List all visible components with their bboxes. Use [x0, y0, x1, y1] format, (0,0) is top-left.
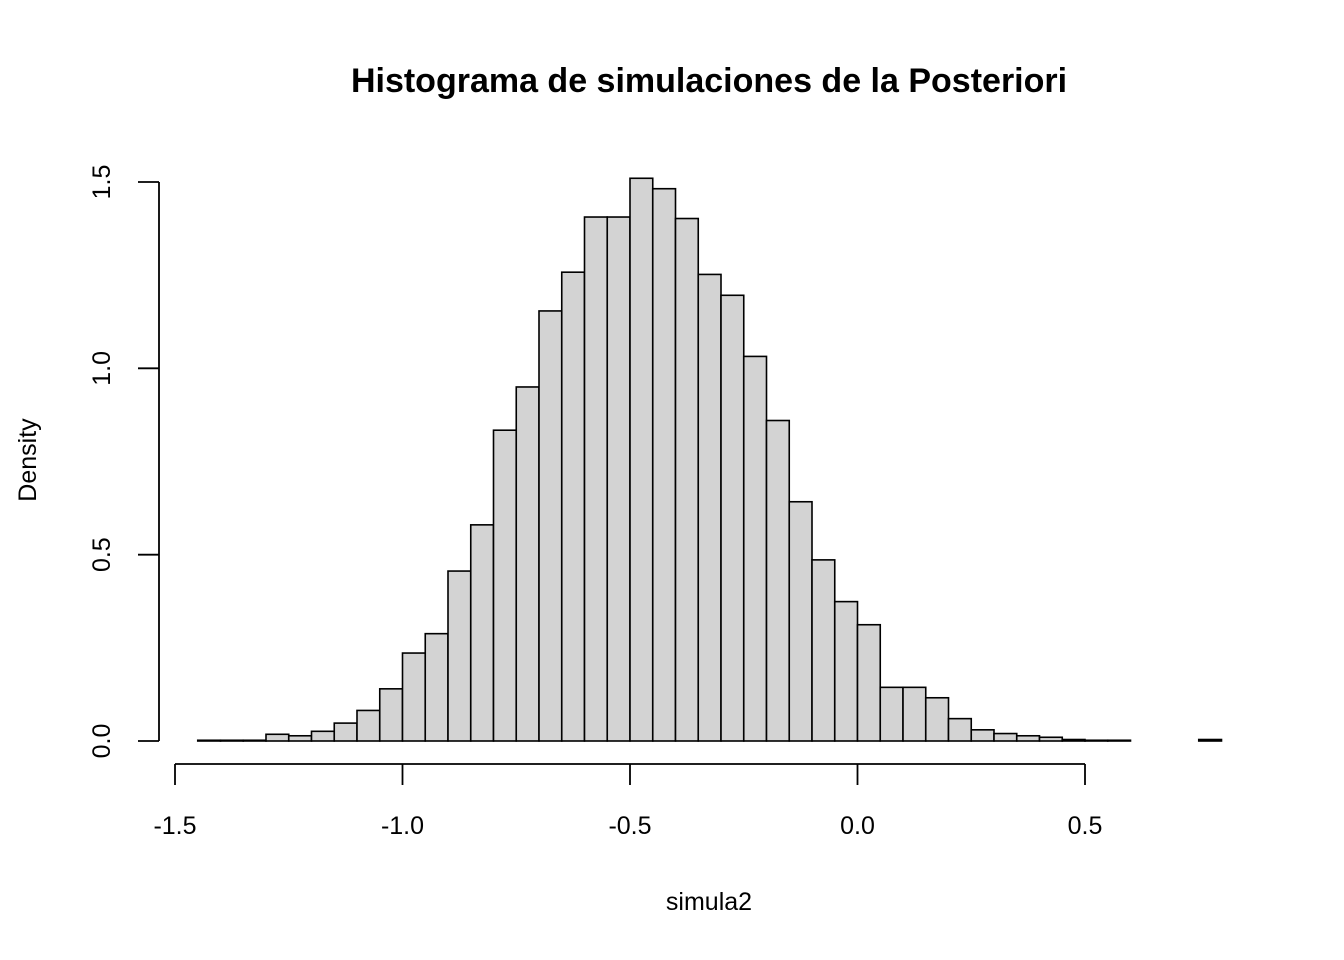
histogram-bar: [674, 217, 700, 742]
histogram-bar: [970, 729, 995, 742]
histogram-bar: [1061, 738, 1086, 742]
histogram-bar: [1197, 738, 1223, 742]
histogram-bar: [856, 623, 882, 742]
histogram-bar: [219, 739, 245, 742]
histogram-bar: [333, 722, 358, 742]
chart-title: Histograma de simulaciones de la Posteri…: [351, 62, 1067, 100]
y-tick-label: 0.5: [88, 537, 116, 572]
histogram-bar: [697, 273, 722, 742]
histogram-bar: [947, 717, 973, 742]
x-tick-label: -1.5: [153, 812, 196, 840]
histogram-bar: [560, 271, 586, 742]
histogram-bar: [1015, 734, 1041, 742]
histogram-bar: [356, 709, 381, 742]
histogram-bar: [742, 355, 768, 742]
x-axis: -1.5 -1.0 -0.5 0.0 0.5: [153, 763, 1103, 840]
histogram-bar: [765, 419, 791, 742]
histogram-bar: [378, 688, 404, 742]
y-axis: 0.0 0.5 1.0 1.5: [88, 165, 160, 759]
histogram-bar: [651, 187, 677, 742]
y-tick-label: 1.0: [88, 351, 116, 386]
histogram-bar: [401, 652, 427, 742]
histogram-bar: [879, 686, 904, 742]
histogram-bar: [720, 294, 745, 742]
histogram-bar: [902, 686, 927, 742]
x-axis-label: simula2: [666, 888, 752, 916]
histogram-bar: [629, 177, 654, 742]
histogram-bar: [833, 600, 859, 742]
histogram-bar: [811, 559, 836, 742]
histogram-bar: [924, 696, 950, 742]
histogram-bar: [788, 500, 813, 742]
histogram-bar: [447, 570, 472, 742]
histogram-bar: [1106, 739, 1132, 742]
x-tick-label: 0.5: [1068, 812, 1103, 840]
y-tick-label: 1.5: [88, 165, 116, 200]
y-tick-label: 0.0: [88, 724, 116, 759]
x-tick-label: -1.0: [381, 812, 424, 840]
histogram-bar: [196, 739, 222, 742]
histogram-bar: [606, 216, 631, 742]
histogram-bar: [515, 386, 540, 742]
histogram-bar: [242, 739, 267, 742]
histogram-bar: [424, 632, 449, 742]
histogram-bar: [1084, 739, 1109, 742]
histogram-bar: [993, 732, 1018, 742]
x-tick-label: 0.0: [840, 812, 875, 840]
histogram-bar: [265, 733, 290, 742]
histogram-bar: [492, 429, 518, 742]
x-tick-label: -0.5: [608, 812, 651, 840]
histogram-bar: [583, 216, 609, 742]
histogram-bar: [310, 730, 336, 742]
y-axis-label: Density: [14, 418, 42, 502]
histogram-bar: [287, 734, 313, 742]
histogram-bar: [538, 310, 563, 742]
histogram-bars: [196, 177, 1223, 742]
histogram-bar: [1038, 736, 1064, 742]
histogram-bar: [469, 524, 495, 742]
